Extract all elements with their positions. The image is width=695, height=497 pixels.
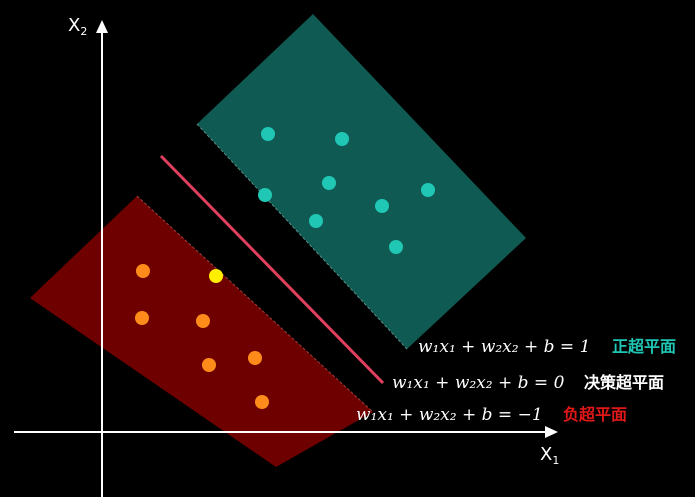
positive-point <box>389 240 403 254</box>
decision-hyperplane-tag: 决策超平面 <box>584 373 664 392</box>
decision-hyperplane <box>159 154 385 385</box>
negative-point <box>248 351 262 365</box>
negative-region <box>30 196 373 467</box>
positive-point <box>322 176 336 190</box>
negative-point <box>136 264 150 278</box>
negative-margin-edge <box>136 195 374 413</box>
positive-points <box>258 127 435 254</box>
y-axis-arrow <box>96 20 108 33</box>
positive-region <box>197 14 526 349</box>
positive-point <box>335 132 349 146</box>
negative-points <box>135 264 269 409</box>
positive-point <box>375 199 389 213</box>
negative-hyperplane-equation: w₁x₁ + w₂x₂ + b = −1 <box>356 405 543 425</box>
negative-point <box>255 395 269 409</box>
y-axis-label: X2 <box>68 15 87 38</box>
positive-hyperplane-tag: 正超平面 <box>612 337 676 356</box>
negative-point <box>135 311 149 325</box>
positive-hyperplane-equation: w₁x₁ + w₂x₂ + b = 1 <box>418 337 590 357</box>
positive-point <box>421 183 435 197</box>
x-axis-label: X1 <box>540 444 559 467</box>
positive-point <box>258 188 272 202</box>
negative-hyperplane-tag: 负超平面 <box>563 405 627 424</box>
positive-point <box>261 127 275 141</box>
positive-margin-edge <box>196 123 408 350</box>
support-vector-point <box>209 269 223 283</box>
negative-point <box>202 358 216 372</box>
negative-point <box>196 314 210 328</box>
positive-point <box>309 214 323 228</box>
x-axis-arrow <box>545 426 558 438</box>
decision-hyperplane-equation: w₁x₁ + w₂x₂ + b = 0 <box>392 373 565 393</box>
